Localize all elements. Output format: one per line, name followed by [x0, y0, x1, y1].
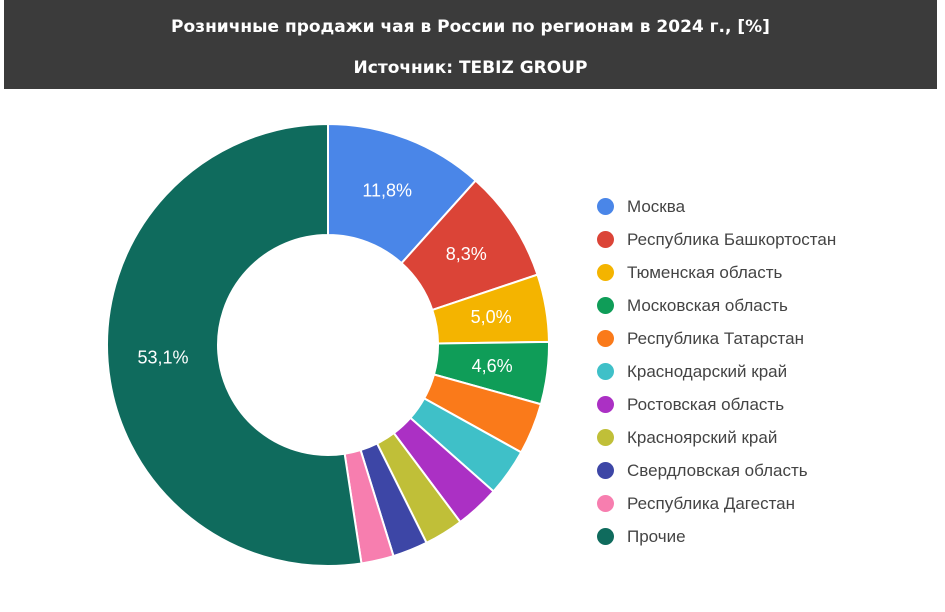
legend-label: Прочие — [627, 526, 686, 546]
legend-swatch — [597, 363, 614, 380]
slice-value-label: 8,3% — [446, 244, 487, 264]
legend-label: Республика Башкортостан — [627, 229, 837, 249]
legend-swatch — [597, 495, 614, 512]
slice-value-label: 53,1% — [137, 348, 188, 368]
legend-label: Свердловская область — [627, 460, 808, 480]
legend-item: Республика Дагестан — [597, 487, 836, 520]
legend-label: Ростовская область — [627, 394, 785, 414]
legend-item: Москва — [597, 190, 836, 223]
slice-value-label: 5,0% — [471, 307, 512, 327]
legend-label: Республика Дагестан — [627, 493, 796, 513]
legend-label: Республика Татарстан — [627, 328, 804, 348]
legend-label: Московская область — [627, 295, 788, 315]
legend-label: Тюменская область — [627, 262, 783, 282]
chart-source: Источник: TEBIZ GROUP — [353, 58, 588, 78]
legend-label: Красноярский край — [627, 427, 778, 447]
legend-item: Свердловская область — [597, 454, 836, 487]
chart-header: Розничные продажи чая в России по регион… — [4, 0, 937, 89]
slice-value-label: 4,6% — [472, 356, 513, 376]
legend-swatch — [597, 429, 614, 446]
slice-11 — [106, 122, 363, 567]
legend-swatch — [597, 297, 614, 314]
legend-item: Прочие — [597, 520, 836, 553]
legend-swatch — [597, 396, 614, 413]
legend-swatch — [597, 264, 614, 281]
legend-item: Республика Башкортостан — [597, 223, 836, 256]
legend-item: Республика Татарстан — [597, 322, 836, 355]
legend-swatch — [597, 231, 614, 248]
legend-swatch — [597, 198, 614, 215]
legend-label: Москва — [627, 196, 686, 216]
legend-swatch — [597, 330, 614, 347]
legend-swatch — [597, 462, 614, 479]
chart-title: Розничные продажи чая в России по регион… — [171, 17, 770, 37]
chart-legend: Москва Республика Башкортостан Тюменская о… — [597, 190, 836, 553]
legend-item: Тюменская область — [597, 256, 836, 289]
legend-item: Московская область — [597, 289, 836, 322]
legend-item: Краснодарский край — [597, 355, 836, 388]
slice-value-label: 11,8% — [362, 180, 412, 200]
legend-item: Ростовская область — [597, 388, 836, 421]
legend-label: Краснодарский край — [627, 361, 788, 381]
legend-item: Красноярский край — [597, 421, 836, 454]
legend-swatch — [597, 528, 614, 545]
